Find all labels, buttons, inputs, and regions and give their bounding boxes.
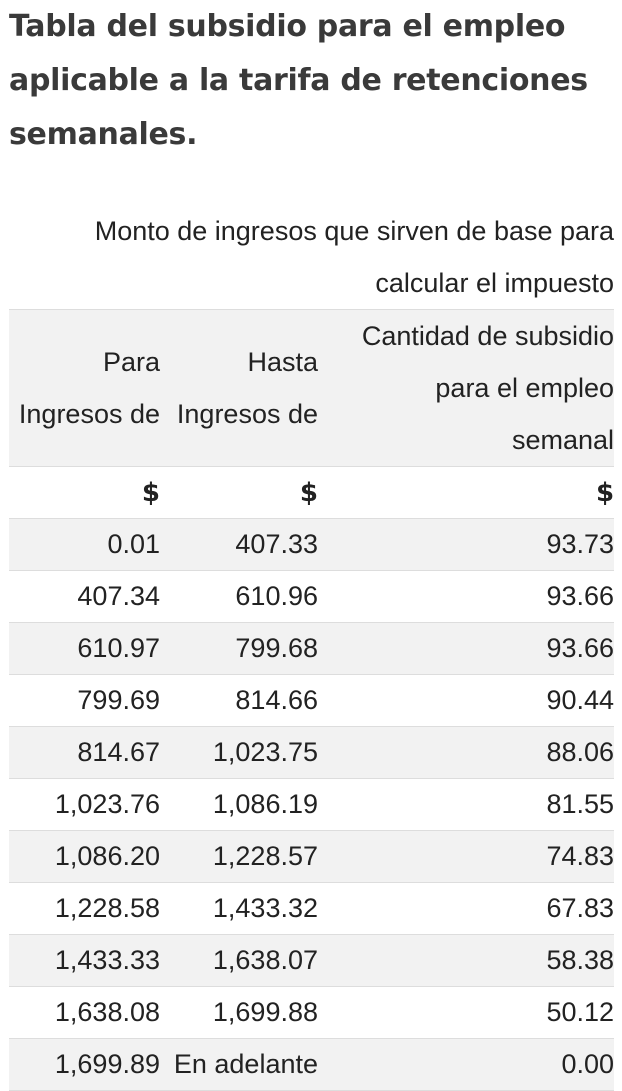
table-row: 407.34 610.96 93.66 <box>9 570 615 623</box>
cell-hasta-ingresos: 1,086.19 <box>160 778 318 831</box>
cell-para-ingresos: 0.01 <box>9 518 160 571</box>
cell-hasta-ingresos: 407.33 <box>160 518 318 571</box>
column-header-subsidio-line: semanal <box>511 425 615 455</box>
cell-subsidio: 93.66 <box>318 570 615 623</box>
currency-cell: $ <box>318 466 615 519</box>
cell-para-ingresos: 610.97 <box>9 622 160 675</box>
cell-subsidio: 88.06 <box>318 726 615 779</box>
column-header-row: Para Ingresos de Hasta Ingresos de Canti… <box>9 309 615 467</box>
currency-cell: $ <box>9 466 160 519</box>
table-row: 1,699.89 En adelante 0.00 <box>9 1038 615 1091</box>
column-header-hasta: Hasta Ingresos de <box>160 309 318 467</box>
cell-subsidio: 93.66 <box>318 622 615 675</box>
cell-para-ingresos: 1,638.08 <box>9 986 160 1039</box>
table-row: 1,433.33 1,638.07 58.38 <box>9 934 615 987</box>
cell-hasta-ingresos: 1,699.88 <box>160 986 318 1039</box>
currency-cell: $ <box>160 466 318 519</box>
column-header-para-line: Para <box>102 347 160 377</box>
cell-subsidio: 74.83 <box>318 830 615 883</box>
cell-hasta-ingresos: 814.66 <box>160 674 318 727</box>
table-body: 0.01 407.33 93.73 407.34 610.96 93.66 610.97 79… <box>9 518 615 1091</box>
cell-subsidio: 0.00 <box>318 1038 615 1091</box>
column-header-hasta-line: Hasta <box>247 347 318 377</box>
cell-subsidio: 67.83 <box>318 882 615 935</box>
cell-para-ingresos: 1,433.33 <box>9 934 160 987</box>
cell-para-ingresos: 814.67 <box>9 726 160 779</box>
table-row: 610.97 799.68 93.66 <box>9 622 615 675</box>
subsidy-table: Monto de ingresos que sirven de base par… <box>9 205 615 1091</box>
currency-symbol: $ <box>141 478 160 508</box>
currency-symbol: $ <box>595 478 615 508</box>
page-title: Tabla del subsidio para el empleo aplica… <box>9 9 588 152</box>
table-row: 814.67 1,023.75 88.06 <box>9 726 615 779</box>
table-row: 1,638.08 1,699.88 50.12 <box>9 986 615 1039</box>
currency-symbol: $ <box>299 478 318 508</box>
cell-hasta-ingresos: En adelante <box>160 1038 318 1091</box>
cell-subsidio: 81.55 <box>318 778 615 831</box>
cell-para-ingresos: 1,023.76 <box>9 778 160 831</box>
table-row: 0.01 407.33 93.73 <box>9 518 615 571</box>
column-header-subsidio: Cantidad de subsidio para el empleo sema… <box>318 309 615 467</box>
column-header-hasta-line: Ingresos de <box>176 399 318 429</box>
table-row: 1,023.76 1,086.19 81.55 <box>9 778 615 831</box>
group-header-row: Monto de ingresos que sirven de base par… <box>9 205 614 310</box>
cell-hasta-ingresos: 1,228.57 <box>160 830 318 883</box>
currency-row: $ $ $ <box>9 466 615 519</box>
cell-hasta-ingresos: 1,433.32 <box>160 882 318 935</box>
column-header-para: Para Ingresos de <box>9 309 160 467</box>
cell-subsidio: 58.38 <box>318 934 615 987</box>
cell-para-ingresos: 1,699.89 <box>9 1038 160 1091</box>
cell-hasta-ingresos: 610.96 <box>160 570 318 623</box>
table-row: 1,086.20 1,228.57 74.83 <box>9 830 615 883</box>
column-header-para-line: Ingresos de <box>18 399 160 429</box>
table-row: 1,228.58 1,433.32 67.83 <box>9 882 615 935</box>
cell-subsidio: 50.12 <box>318 986 615 1039</box>
cell-hasta-ingresos: 1,638.07 <box>160 934 318 987</box>
cell-subsidio: 90.44 <box>318 674 615 727</box>
cell-subsidio: 93.73 <box>318 518 615 571</box>
column-header-subsidio-line: Cantidad de subsidio <box>361 321 615 351</box>
group-header: Monto de ingresos que sirven de base par… <box>94 216 615 298</box>
cell-para-ingresos: 1,086.20 <box>9 830 160 883</box>
cell-hasta-ingresos: 1,023.75 <box>160 726 318 779</box>
cell-para-ingresos: 799.69 <box>9 674 160 727</box>
table-row: 799.69 814.66 90.44 <box>9 674 615 727</box>
cell-hasta-ingresos: 799.68 <box>160 622 318 675</box>
cell-para-ingresos: 407.34 <box>9 570 160 623</box>
column-header-subsidio-line: para el empleo <box>435 373 615 403</box>
cell-para-ingresos: 1,228.58 <box>9 882 160 935</box>
